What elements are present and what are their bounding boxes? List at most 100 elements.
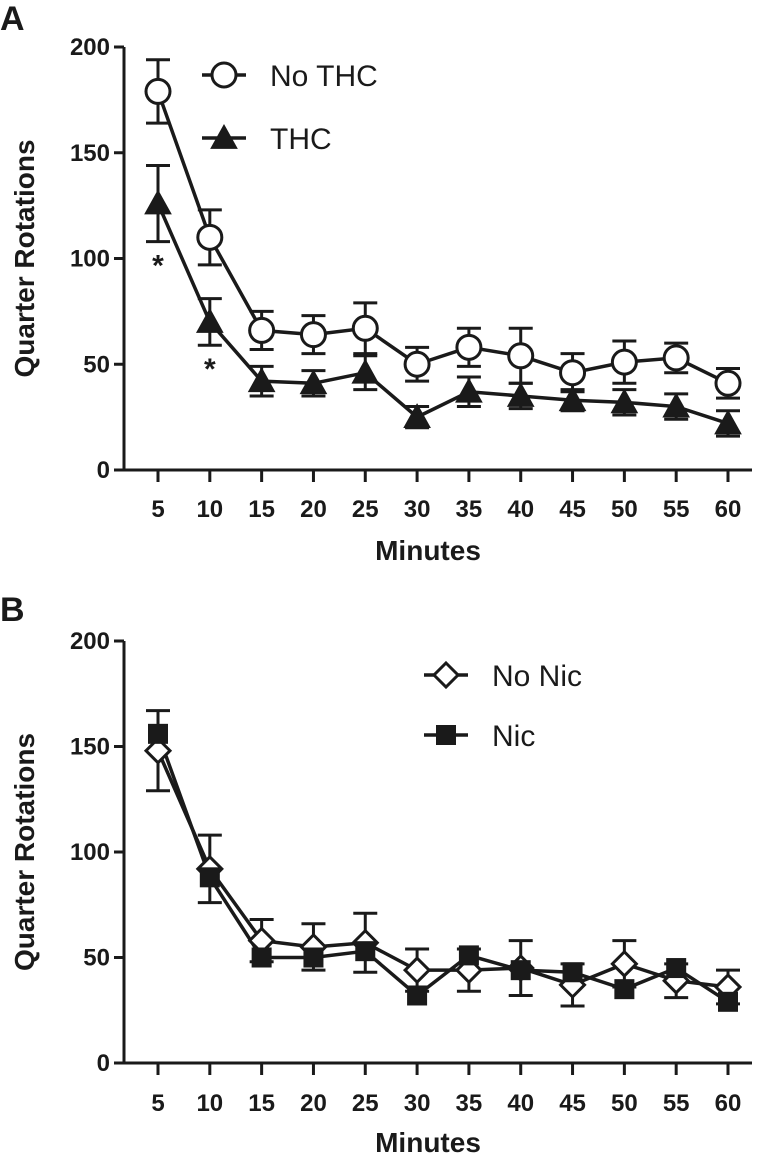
y-tick-label: 0: [97, 457, 110, 484]
data-point: [251, 947, 272, 968]
y-tick-label: 150: [70, 734, 110, 761]
x-axis-title: Minutes: [375, 1127, 481, 1157]
x-tick-label: 15: [248, 1090, 275, 1117]
y-tick-label: 200: [70, 628, 110, 655]
data-point: [303, 947, 324, 968]
series-0: [146, 58, 740, 400]
x-tick-label: 25: [352, 496, 379, 523]
data-point: [355, 941, 376, 962]
data-point: [403, 350, 431, 378]
data-point: [714, 409, 742, 435]
series-line: [156, 750, 729, 989]
y-axis-title: Quarter Rotations: [9, 733, 40, 971]
data-point: [666, 958, 687, 979]
significance-asterisk: *: [204, 353, 216, 386]
legend-label: THC: [270, 123, 332, 156]
x-tick-label: 50: [611, 1090, 638, 1117]
series-markers-0: [144, 77, 742, 397]
series-markers-1: [148, 723, 738, 1012]
legend-marker: [210, 61, 238, 89]
data-point: [299, 369, 328, 395]
y-tick-label: 100: [70, 839, 110, 866]
legend-label: No Nic: [492, 660, 582, 693]
data-point: [610, 348, 638, 376]
data-point: [196, 223, 224, 251]
x-tick-label: 40: [507, 496, 534, 523]
series-line: [156, 202, 729, 426]
x-tick-label: 55: [663, 1090, 690, 1117]
data-point: [714, 369, 742, 397]
y-tick-label: 200: [70, 34, 110, 61]
data-point: [144, 77, 172, 105]
x-tick-label: 30: [404, 1090, 431, 1117]
legend-label: No THC: [270, 60, 378, 93]
panel-a-letter: A: [0, 0, 25, 38]
x-tick-label: 5: [151, 1090, 164, 1117]
data-point: [299, 321, 327, 349]
data-point: [662, 392, 691, 418]
data-point: [407, 985, 428, 1006]
x-tick-label: 60: [715, 1090, 742, 1117]
x-tick-label: 50: [611, 496, 638, 523]
panel-b-plot: 0 50 100 150 200 5 10 15 20 25 30 35 40 45 50 55 60 Minut…: [9, 628, 752, 1157]
data-point: [558, 386, 587, 412]
y-axis-title: Quarter Rotations: [9, 139, 40, 377]
y-tick-label: 50: [83, 945, 110, 972]
legend-marker: [436, 725, 456, 745]
x-axis-title: Minutes: [375, 535, 481, 566]
data-point: [351, 358, 380, 384]
data-point: [510, 960, 531, 981]
x-tick-label: 15: [248, 496, 275, 523]
data-point: [195, 307, 224, 333]
x-tick-label: 25: [352, 1090, 379, 1117]
y-tick-label: 150: [70, 140, 110, 167]
data-point: [614, 979, 635, 1000]
x-tick-label: 35: [456, 496, 483, 523]
x-tick-label: 60: [715, 496, 742, 523]
data-point: [402, 956, 432, 985]
series-markers-0: [143, 736, 743, 1002]
data-point: [144, 189, 172, 215]
data-point: [143, 736, 173, 765]
x-tick-label: 10: [196, 496, 223, 523]
data-point: [248, 316, 276, 344]
x-tick-label: 35: [456, 1090, 483, 1117]
data-point: [506, 381, 535, 407]
x-tick-label: 30: [404, 496, 431, 523]
x-tick-label: 55: [663, 496, 690, 523]
panel-a-plot: 0 50 100 150 200 5 10 15 20 25 30 35 40 45 50 55 60 Minut…: [9, 34, 752, 566]
x-tick-label: 45: [559, 496, 586, 523]
x-tick-label: 5: [151, 496, 164, 523]
data-point: [247, 367, 276, 393]
data-point: [559, 359, 587, 387]
panel-b-letter: B: [0, 591, 25, 629]
x-tick-label: 20: [300, 496, 327, 523]
series-0: [146, 709, 740, 1008]
x-tick-label: 10: [196, 1090, 223, 1117]
data-point: [403, 403, 431, 429]
data-point: [199, 867, 220, 888]
y-tick-label: 100: [70, 246, 110, 273]
series-1: [156, 733, 729, 1004]
data-point: [455, 333, 483, 361]
y-tick-label: 50: [83, 351, 110, 378]
legend-label: Nic: [492, 720, 535, 753]
data-point: [610, 949, 639, 978]
data-point: [562, 962, 583, 983]
series-markers-1: [144, 189, 742, 435]
x-tick-label: 40: [507, 1090, 534, 1117]
legend-marker: [431, 660, 461, 690]
data-point: [458, 945, 479, 966]
data-point: [610, 388, 639, 414]
x-tick-label: 20: [300, 1090, 327, 1117]
series-line: [156, 90, 729, 385]
data-point: [351, 314, 379, 342]
y-tick-label: 0: [97, 1050, 110, 1077]
data-point: [507, 342, 535, 370]
data-point: [455, 377, 483, 403]
series-line: [156, 733, 729, 1004]
data-point: [718, 991, 738, 1012]
significance-asterisk: *: [152, 250, 164, 283]
data-point: [662, 344, 690, 372]
